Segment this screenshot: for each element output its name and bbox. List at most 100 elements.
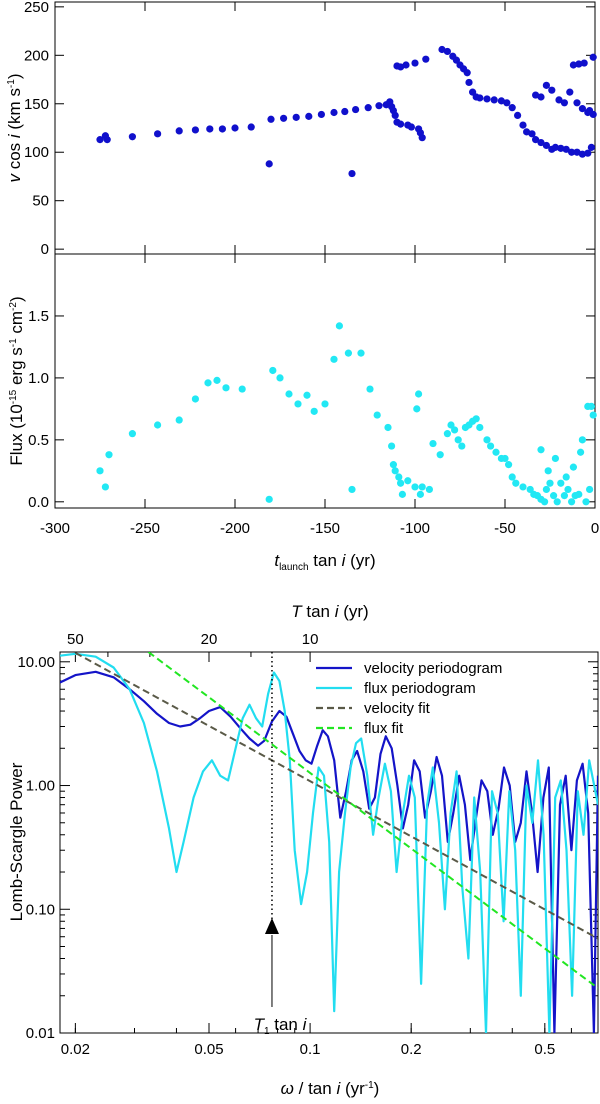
flux-point	[436, 451, 444, 459]
flux-xtick-label: -100	[400, 520, 430, 537]
flux-ytick-label: 0.0	[28, 494, 49, 511]
velocity-point	[514, 111, 522, 119]
flux-point	[384, 423, 392, 432]
velocity-point	[352, 105, 360, 114]
flux-point	[429, 439, 437, 448]
velocity-point	[402, 61, 410, 69]
flux-point	[541, 498, 549, 506]
velocity-point	[175, 127, 183, 135]
velocity-panel: 0 50 100 150 200 250 v cos i (km s-1)	[5, 0, 597, 258]
flux-point	[560, 492, 569, 500]
velocity-ytick-label: 150	[24, 96, 49, 113]
flux-point	[105, 451, 113, 459]
velocity-point	[265, 160, 273, 168]
velocity-point	[348, 169, 356, 178]
velocity-point	[247, 123, 255, 131]
velocity-point	[391, 111, 399, 119]
velocity-point	[364, 104, 372, 112]
power-ytick-label: 1.00	[26, 778, 55, 795]
flux-point	[238, 385, 246, 393]
flux-point	[265, 495, 273, 503]
flux-point	[542, 485, 551, 494]
velocity-point	[341, 107, 349, 116]
legend-label: flux periodogram	[364, 680, 476, 697]
velocity-point	[397, 63, 405, 71]
flux-point	[568, 498, 576, 506]
flux-periodogram-line	[60, 652, 598, 1033]
flux-point	[551, 454, 560, 463]
velocity-point	[575, 60, 583, 68]
omega-xtick-label: 0.5	[534, 1041, 555, 1058]
flux-point	[483, 436, 491, 444]
velocity-point	[463, 69, 471, 77]
flux-point	[389, 461, 397, 469]
power-ytick-label: 0.10	[26, 901, 55, 918]
velocity-ytick-label: 100	[24, 144, 49, 161]
flux-point	[276, 374, 284, 382]
flux-point	[564, 485, 572, 494]
flux-point	[578, 436, 587, 444]
flux-point	[204, 379, 212, 387]
flux-xtick-label: -250	[130, 520, 160, 537]
velocity-point	[443, 47, 451, 56]
velocity-point	[584, 108, 592, 117]
velocity-point	[508, 104, 516, 112]
velocity-ytick-label: 200	[24, 47, 49, 64]
flux-point	[413, 405, 421, 413]
flux-point	[222, 384, 230, 392]
flux-point	[175, 416, 183, 424]
velocity-point	[305, 112, 313, 120]
flux-fit-line	[147, 652, 598, 990]
velocity-point	[103, 136, 111, 144]
velocity-point	[542, 141, 551, 150]
velocity-point	[422, 55, 430, 63]
velocity-point	[292, 113, 300, 121]
flux-ytick-label: 0.5	[28, 432, 49, 449]
flux-point	[519, 483, 527, 491]
flux-point	[366, 385, 374, 393]
flux-point	[582, 498, 590, 506]
flux-point	[101, 483, 109, 491]
flux-point	[544, 467, 552, 475]
velocity-point	[418, 134, 426, 142]
velocity-point	[537, 138, 545, 147]
velocity-point	[490, 96, 498, 104]
flux-ylabel: Flux (10-15 erg s-1 cm-2)	[7, 296, 26, 465]
velocity-point	[503, 99, 511, 107]
velocity-point	[375, 102, 383, 110]
flux-point	[348, 485, 356, 494]
flux-point	[321, 400, 329, 408]
velocity-point	[560, 99, 569, 107]
velocity-point	[96, 136, 104, 144]
flux-point	[501, 454, 509, 463]
flux-point	[586, 485, 594, 494]
flux-xtick-label: -50	[494, 520, 516, 537]
flux-point	[537, 446, 545, 454]
flux-point	[416, 490, 424, 498]
flux-point	[397, 479, 405, 487]
velocity-point	[573, 148, 581, 156]
velocity-point	[483, 95, 491, 103]
velocity-ylabel: v cos i (km s-1)	[5, 73, 24, 182]
velocity-point	[537, 93, 545, 101]
period-xtick-label: 10	[302, 631, 319, 648]
flux-point	[294, 400, 302, 408]
velocity-point	[231, 124, 239, 132]
period-xtick-label: 20	[201, 631, 218, 648]
flux-point	[472, 415, 480, 423]
velocity-point	[551, 143, 560, 151]
flux-point	[285, 390, 293, 398]
velocity-point	[438, 45, 446, 54]
flux-xtick-label: -150	[310, 520, 340, 537]
velocity-point	[317, 110, 325, 119]
velocity-point	[407, 123, 415, 131]
flux-point	[373, 411, 381, 419]
flux-point	[411, 483, 419, 491]
flux-point	[388, 442, 396, 450]
flux-point	[577, 448, 585, 456]
t1-marker-label: T1 tan i	[254, 1015, 308, 1037]
flux-ytick-label: 1.5	[28, 308, 49, 325]
velocity-point	[191, 126, 199, 134]
flux-point	[550, 492, 558, 500]
velocity-point	[411, 59, 419, 67]
